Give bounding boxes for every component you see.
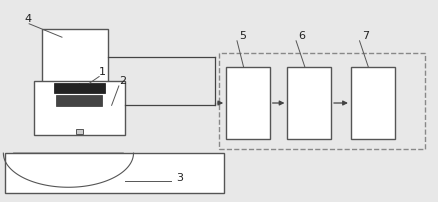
- Text: 4: 4: [25, 14, 32, 24]
- Bar: [57, 95, 102, 106]
- Bar: [54, 83, 105, 93]
- Bar: [42, 29, 108, 85]
- Text: 6: 6: [297, 31, 304, 41]
- Bar: [75, 129, 83, 134]
- Polygon shape: [13, 153, 123, 187]
- Bar: [219, 53, 424, 149]
- Bar: [5, 153, 223, 193]
- Text: 5: 5: [239, 31, 246, 41]
- Text: 1: 1: [99, 66, 106, 77]
- Bar: [350, 67, 394, 139]
- Text: 3: 3: [175, 173, 182, 183]
- Bar: [33, 81, 125, 135]
- Bar: [226, 67, 269, 139]
- Text: 2: 2: [119, 76, 126, 86]
- Text: 7: 7: [361, 31, 368, 41]
- Bar: [287, 67, 330, 139]
